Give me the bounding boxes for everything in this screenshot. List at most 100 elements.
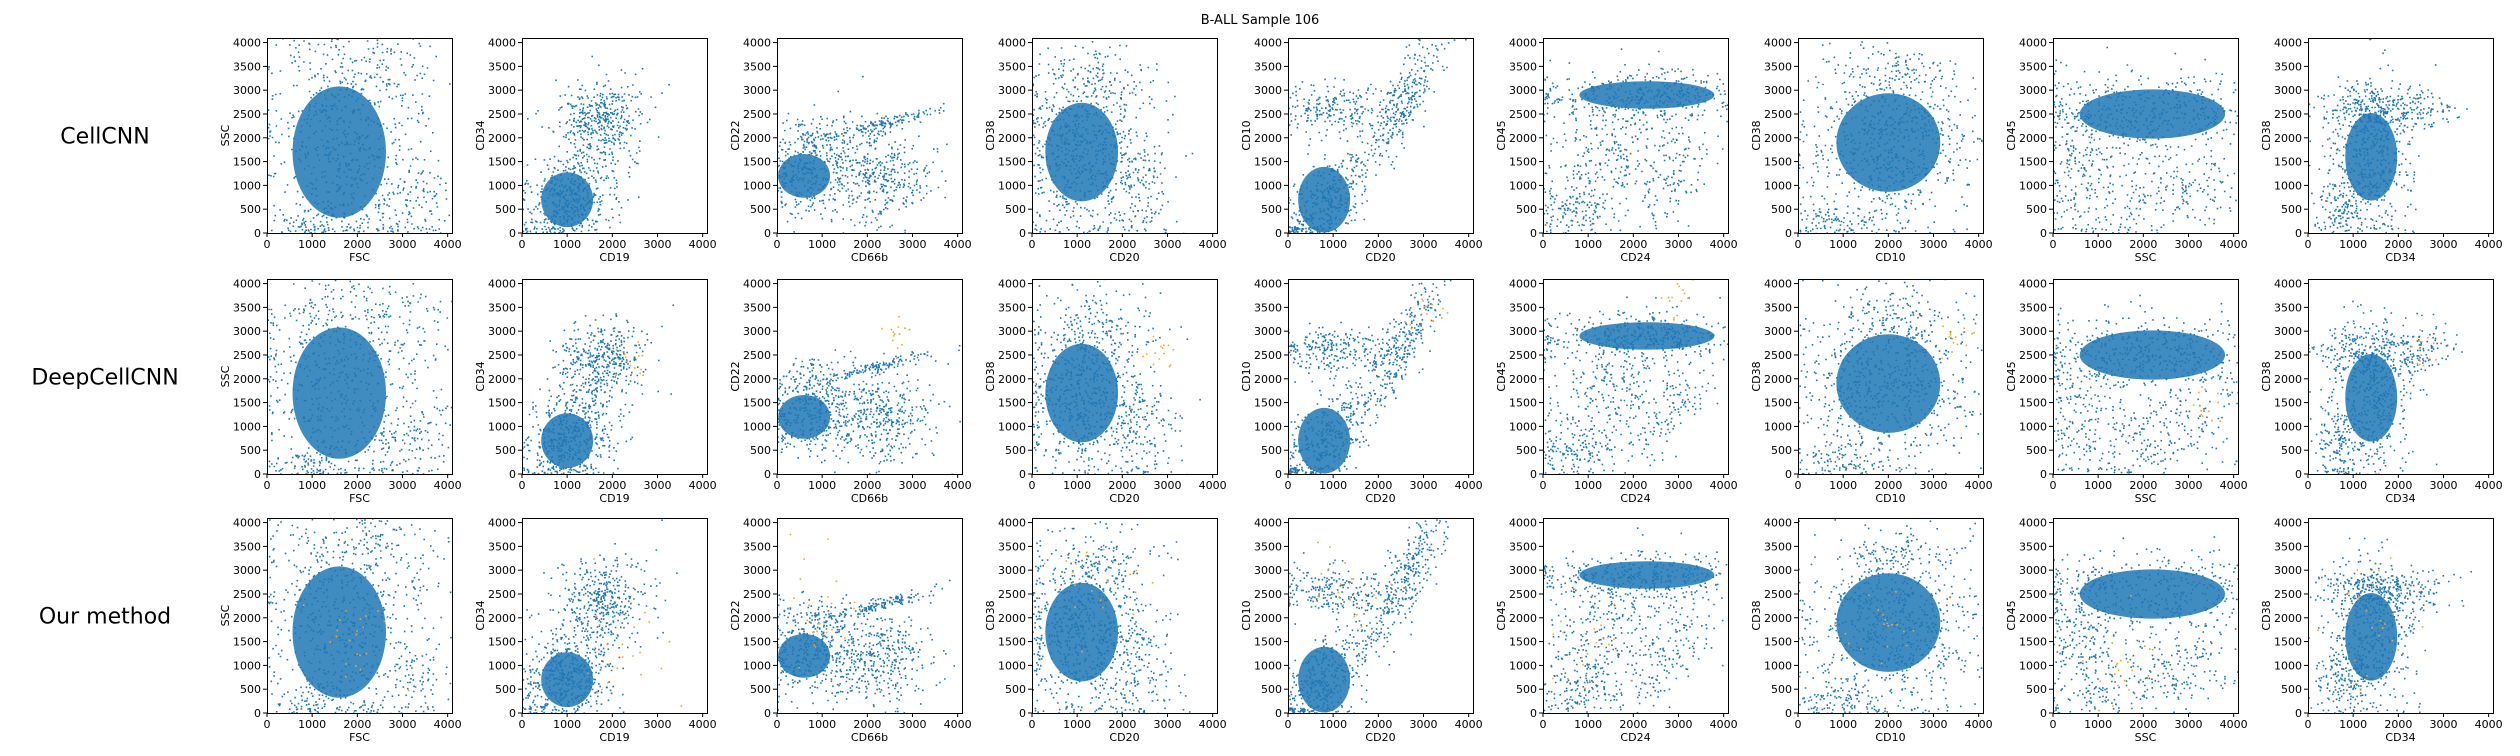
x-axis-label: CD20 <box>1365 251 1395 264</box>
plot-frame <box>1288 279 1474 475</box>
y-tick-label: 4000 <box>488 37 516 50</box>
y-tick-label: 1500 <box>998 397 1026 410</box>
x-tick-label: 2000 <box>2384 238 2412 251</box>
y-tick-label: 500 <box>2281 444 2302 457</box>
plot-frame <box>1798 279 1984 475</box>
x-tick-label: 2000 <box>1874 479 1902 492</box>
y-tick-label: 500 <box>240 444 261 457</box>
y-tick-label: 3500 <box>1764 60 1792 73</box>
y-tick-label: 3000 <box>488 564 516 577</box>
x-tick-label: 1000 <box>298 718 326 731</box>
scatter-panels: 0 1000 2000 3000 4000 0 500 1000 1500 2000 2500 300… <box>219 37 2503 744</box>
y-tick-label: 4000 <box>1509 517 1537 530</box>
y-tick-label: 1500 <box>1254 156 1282 169</box>
y-tick-label: 3500 <box>2274 301 2302 314</box>
x-tick-label: 1000 <box>808 479 836 492</box>
x-tick-label: 2000 <box>343 479 371 492</box>
y-tick-label: 0 <box>1785 227 1792 240</box>
x-tick-label: 1000 <box>1319 479 1347 492</box>
y-axis-label: CD38 <box>2260 120 2273 150</box>
x-tick-label: 3000 <box>388 479 416 492</box>
y-tick-label: 2500 <box>2019 588 2047 601</box>
x-tick-label: 3000 <box>1664 238 1692 251</box>
x-tick-label: 0 <box>2050 718 2057 731</box>
y-tick-label: 500 <box>1771 203 1792 216</box>
y-tick-label: 4000 <box>998 37 1026 50</box>
y-tick-label: 1500 <box>998 636 1026 649</box>
cell-points <box>1798 41 1983 233</box>
y-axis-label: CD45 <box>1495 600 1508 630</box>
x-tick-label: 4000 <box>434 479 462 492</box>
y-tick-label: 0 <box>1530 707 1537 720</box>
y-tick-label: 3000 <box>233 564 261 577</box>
y-tick-label: 2500 <box>2274 588 2302 601</box>
y-tick-label: 1500 <box>1509 156 1537 169</box>
y-tick-label: 3500 <box>743 540 771 553</box>
y-tick-label: 2000 <box>743 612 771 625</box>
cell-scatter <box>777 344 961 474</box>
y-tick-label: 1500 <box>1509 397 1537 410</box>
y-tick-label: 500 <box>1005 683 1026 696</box>
y-tick-label: 3000 <box>2019 325 2047 338</box>
x-tick-label: 0 <box>264 718 271 731</box>
x-tick-label: 2000 <box>598 479 626 492</box>
y-axis-label: CD45 <box>1495 361 1508 391</box>
cell-points <box>267 518 452 713</box>
x-axis-label: CD24 <box>1620 492 1650 505</box>
row-label: DeepCellCNN <box>31 366 178 391</box>
cell-density-core <box>2079 569 2226 619</box>
y-tick-label: 0 <box>1019 707 1026 720</box>
y-tick-label: 1000 <box>743 179 771 192</box>
y-tick-label: 0 <box>1530 468 1537 481</box>
plot-frame <box>777 279 963 475</box>
x-tick-label: 4000 <box>1965 479 1993 492</box>
x-tick-label: 0 <box>2050 479 2057 492</box>
x-tick-label: 3000 <box>1919 718 1947 731</box>
y-tick-label: 0 <box>1275 707 1282 720</box>
plot-frame <box>2308 279 2494 475</box>
x-tick-label: 3000 <box>388 718 416 731</box>
y-tick-label: 3500 <box>1509 540 1537 553</box>
x-tick-label: 3000 <box>1409 718 1437 731</box>
y-tick-label: 3500 <box>2274 540 2302 553</box>
cell-scatter <box>1543 527 1728 713</box>
y-tick-label: 2500 <box>1764 349 1792 362</box>
x-tick-label: 2000 <box>2384 479 2412 492</box>
y-tick-label: 3000 <box>743 325 771 338</box>
x-axis-label: CD20 <box>1109 731 1139 744</box>
y-tick-label: 2500 <box>2019 349 2047 362</box>
x-tick-label: 4000 <box>689 479 717 492</box>
y-axis-label: CD38 <box>984 120 997 150</box>
y-tick-label: 4000 <box>2019 278 2047 291</box>
y-tick-label: 1000 <box>1509 659 1537 672</box>
y-tick-label: 2000 <box>1509 612 1537 625</box>
y-axis-label: CD45 <box>2005 600 2018 630</box>
x-tick-label: 3000 <box>1409 479 1437 492</box>
x-axis-label: CD19 <box>599 731 629 744</box>
x-axis-label: CD66b <box>851 492 888 505</box>
x-tick-label: 3000 <box>2429 479 2457 492</box>
x-axis-label: SSC <box>2135 731 2157 744</box>
x-tick-label: 4000 <box>2220 238 2248 251</box>
y-tick-label: 1000 <box>488 179 516 192</box>
cell-points <box>522 55 670 233</box>
y-tick-label: 500 <box>495 683 516 696</box>
x-tick-label: 2000 <box>1364 479 1392 492</box>
scatter-panel: 0 1000 2000 3000 4000 0 500 1000 1500 2000 2500 300… <box>474 278 717 505</box>
y-tick-label: 4000 <box>1254 37 1282 50</box>
y-tick-label: 4000 <box>2274 37 2302 50</box>
x-tick-label: 0 <box>519 238 526 251</box>
y-tick-label: 0 <box>509 468 516 481</box>
y-tick-label: 1500 <box>2019 636 2047 649</box>
cell-density-core <box>1045 582 1119 682</box>
x-tick-label: 2000 <box>853 718 881 731</box>
y-tick-label: 0 <box>1530 227 1537 240</box>
cell-points <box>1543 48 1728 233</box>
x-tick-label: 4000 <box>689 238 717 251</box>
scatter-panel: 0 1000 2000 3000 4000 0 500 1000 1500 2000 2500 300… <box>984 517 1227 744</box>
y-tick-label: 1500 <box>488 397 516 410</box>
x-tick-label: 3000 <box>1664 479 1692 492</box>
y-axis-label: CD45 <box>2005 120 2018 150</box>
y-tick-label: 0 <box>764 468 771 481</box>
x-axis-label: FSC <box>349 251 370 264</box>
